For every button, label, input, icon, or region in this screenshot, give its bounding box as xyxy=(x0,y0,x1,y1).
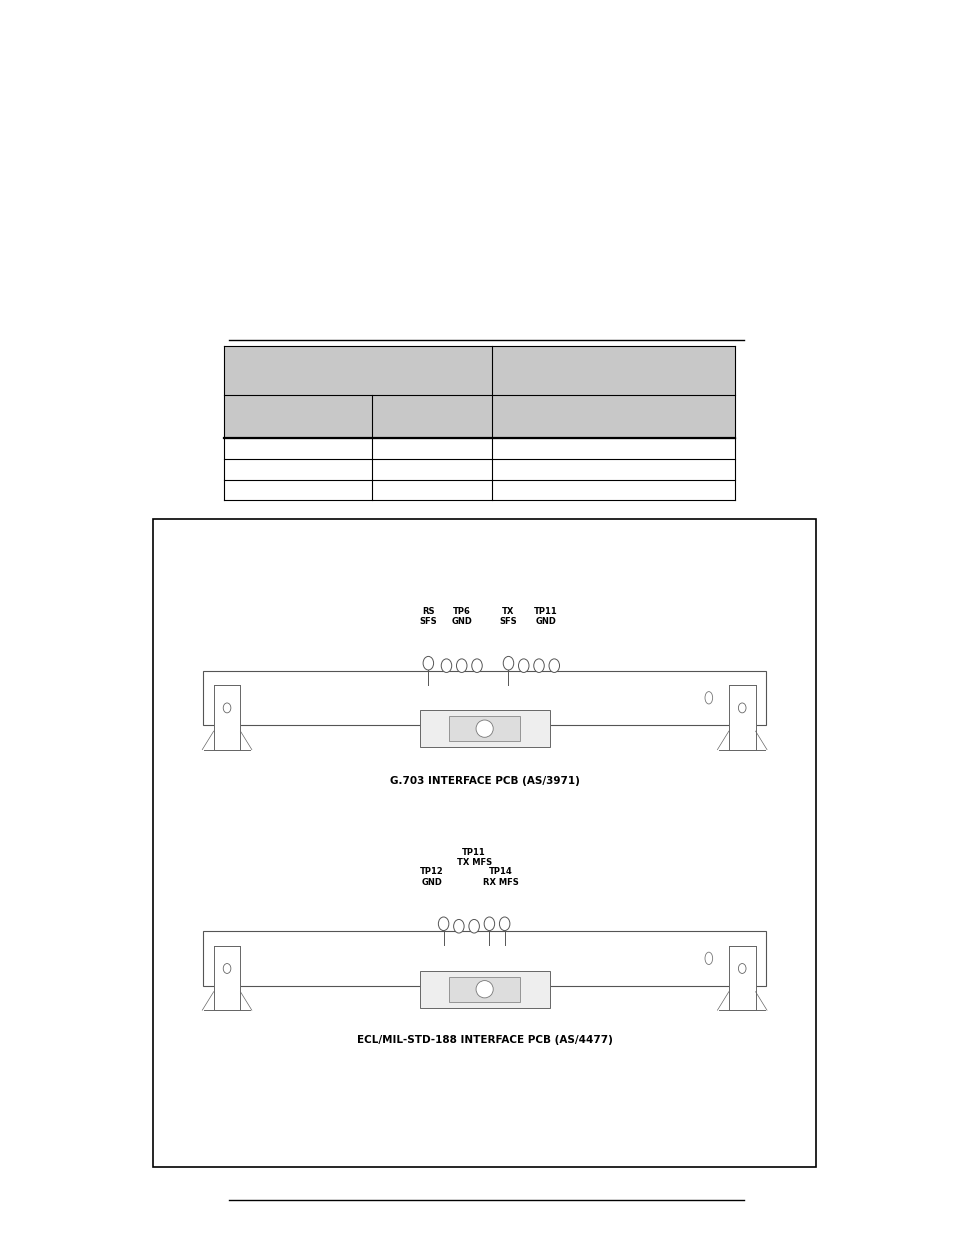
Circle shape xyxy=(440,659,452,672)
Text: RS
SFS: RS SFS xyxy=(419,606,436,626)
Bar xyxy=(728,685,755,750)
Circle shape xyxy=(223,703,231,713)
Bar xyxy=(449,716,519,741)
Circle shape xyxy=(499,916,510,931)
Bar xyxy=(224,346,492,395)
Bar xyxy=(372,395,492,438)
Bar xyxy=(419,971,549,1008)
Bar xyxy=(152,519,815,1167)
Circle shape xyxy=(738,703,745,713)
Ellipse shape xyxy=(704,692,712,704)
Bar xyxy=(203,671,765,725)
Text: G.703 INTERFACE PCB (AS/3971): G.703 INTERFACE PCB (AS/3971) xyxy=(389,776,579,785)
Bar xyxy=(203,931,765,986)
Text: TP12
GND: TP12 GND xyxy=(420,867,443,887)
Ellipse shape xyxy=(476,981,493,998)
Bar xyxy=(224,395,372,438)
Ellipse shape xyxy=(476,720,493,737)
Bar xyxy=(213,685,240,750)
Circle shape xyxy=(456,659,467,672)
Circle shape xyxy=(738,963,745,973)
Bar xyxy=(449,977,519,1002)
Bar xyxy=(213,946,240,1010)
Text: TP11
GND: TP11 GND xyxy=(534,606,557,626)
Circle shape xyxy=(549,659,558,672)
Text: TP14
RX MFS: TP14 RX MFS xyxy=(482,867,518,887)
Bar xyxy=(728,946,755,1010)
Text: TX
SFS: TX SFS xyxy=(499,606,517,626)
Ellipse shape xyxy=(704,952,712,965)
Bar xyxy=(492,395,734,438)
Circle shape xyxy=(534,659,543,672)
Circle shape xyxy=(468,919,479,934)
Circle shape xyxy=(503,657,513,669)
Circle shape xyxy=(471,659,481,672)
Text: ECL/MIL-STD-188 INTERFACE PCB (AS/4477): ECL/MIL-STD-188 INTERFACE PCB (AS/4477) xyxy=(356,1035,612,1045)
Circle shape xyxy=(422,657,433,669)
Circle shape xyxy=(518,659,528,672)
Circle shape xyxy=(223,963,231,973)
Bar xyxy=(492,346,734,395)
Bar xyxy=(419,710,549,747)
Circle shape xyxy=(437,916,448,931)
Text: TP11
TX MFS: TP11 TX MFS xyxy=(456,847,491,867)
Text: TP6
GND: TP6 GND xyxy=(451,606,472,626)
Circle shape xyxy=(483,916,494,931)
Circle shape xyxy=(453,919,463,934)
